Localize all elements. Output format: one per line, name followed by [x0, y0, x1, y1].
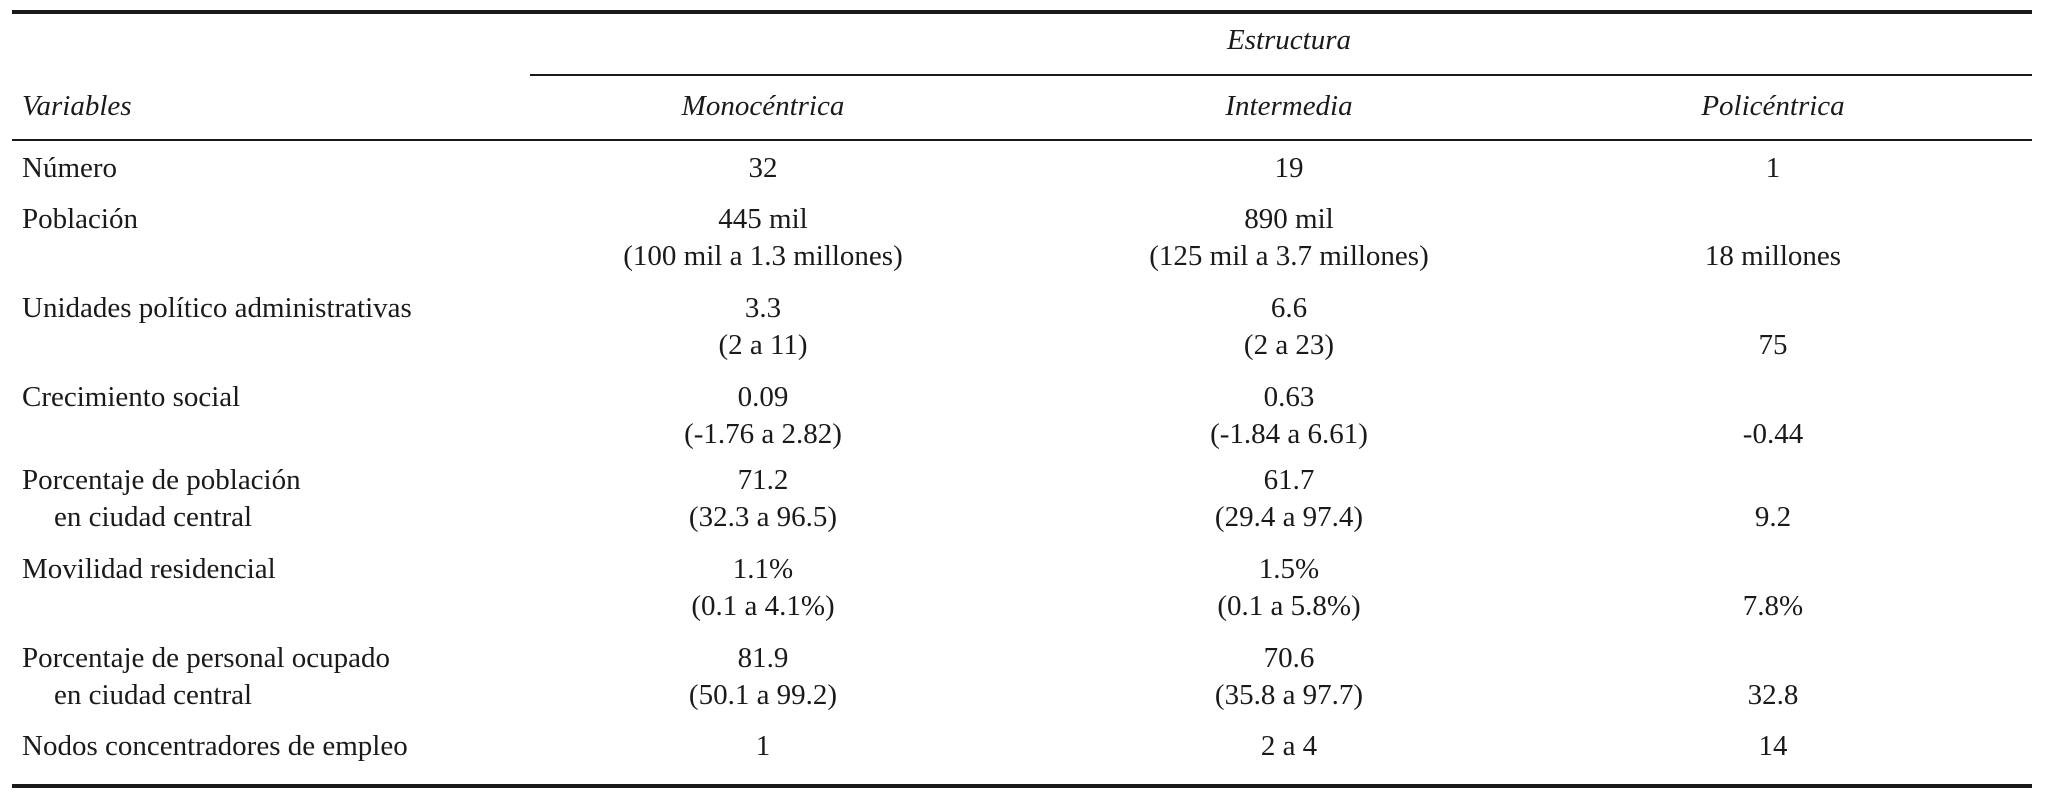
row-label: Porcentaje de población [22, 464, 301, 496]
column-heading-monocentrica: Monocéntrica [681, 90, 845, 122]
column-heading-policentrica: Policéntrica [1701, 90, 1845, 122]
cell-monocentrica-value: 71.2 [737, 464, 789, 496]
row-label: Porcentaje de personal ocupado [22, 642, 390, 674]
cell-intermedia-range: (125 mil a 3.7 millones) [1149, 240, 1429, 272]
cell-policentrica-value: 7.8% [1742, 590, 1804, 622]
cell-intermedia-value: 70.6 [1263, 642, 1315, 674]
spanner-heading: Estructura [1226, 24, 1352, 56]
cell-monocentrica-value: 1.1% [732, 553, 794, 585]
cell-intermedia-value: 890 mil [1244, 203, 1334, 235]
cell-intermedia-value: 6.6 [1270, 292, 1308, 324]
cell-policentrica-value: 32.8 [1747, 679, 1799, 711]
cell-monocentrica-range: (50.1 a 99.2) [688, 679, 838, 711]
row-label: Población [22, 203, 138, 235]
cell-policentrica-value: 18 millones [1704, 240, 1842, 272]
row-label: Unidades político administrativas [22, 292, 412, 324]
cell-policentrica-value: 1 [1765, 152, 1781, 184]
cell-intermedia-value: 61.7 [1263, 464, 1315, 496]
column-heading-intermedia: Intermedia [1225, 90, 1353, 122]
cell-monocentrica-value: 81.9 [737, 642, 789, 674]
stub-heading: Variables [22, 90, 132, 122]
row-label: Número [22, 152, 118, 184]
row-label: Crecimiento social [22, 381, 241, 413]
cell-monocentrica-value: 3.3 [744, 292, 782, 324]
cell-monocentrica-value: 32 [748, 152, 778, 184]
header-rule [12, 139, 2032, 141]
row-label: Movilidad residencial [22, 553, 276, 585]
row-label-continuation: en ciudad central [54, 501, 253, 533]
cell-intermedia-range: (2 a 23) [1243, 329, 1335, 361]
cell-policentrica-value: 14 [1758, 730, 1788, 762]
cell-intermedia-range: (0.1 a 5.8%) [1217, 590, 1361, 622]
table-top-rule [12, 10, 2032, 14]
cell-policentrica-value: 9.2 [1754, 501, 1792, 533]
cell-intermedia-value: 0.63 [1263, 381, 1315, 413]
cell-monocentrica-range: (100 mil a 1.3 millones) [623, 240, 903, 272]
cell-intermedia-range: (35.8 a 97.7) [1214, 679, 1364, 711]
cell-intermedia-range: (29.4 a 97.4) [1214, 501, 1364, 533]
row-label: Nodos concentradores de empleo [22, 730, 408, 762]
cell-monocentrica-value: 445 mil [718, 203, 808, 235]
cell-monocentrica-range: (-1.76 a 2.82) [684, 418, 842, 450]
cell-monocentrica-range: (32.3 a 96.5) [688, 501, 838, 533]
row-label-continuation: en ciudad central [54, 679, 253, 711]
cell-monocentrica-value: 1 [755, 730, 771, 762]
cell-intermedia-value: 19 [1274, 152, 1304, 184]
cell-monocentrica-range: (0.1 a 4.1%) [691, 590, 835, 622]
cell-monocentrica-value: 0.09 [737, 381, 789, 413]
cell-intermedia-range: (-1.84 a 6.61) [1210, 418, 1368, 450]
table-bottom-rule [12, 784, 2032, 788]
cell-intermedia-value: 1.5% [1258, 553, 1320, 585]
cell-monocentrica-range: (2 a 11) [718, 329, 808, 361]
spanner-rule [530, 74, 2032, 76]
cell-policentrica-value: 75 [1758, 329, 1788, 361]
cell-intermedia-value: 2 a 4 [1260, 730, 1318, 762]
cell-policentrica-value: -0.44 [1742, 418, 1804, 450]
